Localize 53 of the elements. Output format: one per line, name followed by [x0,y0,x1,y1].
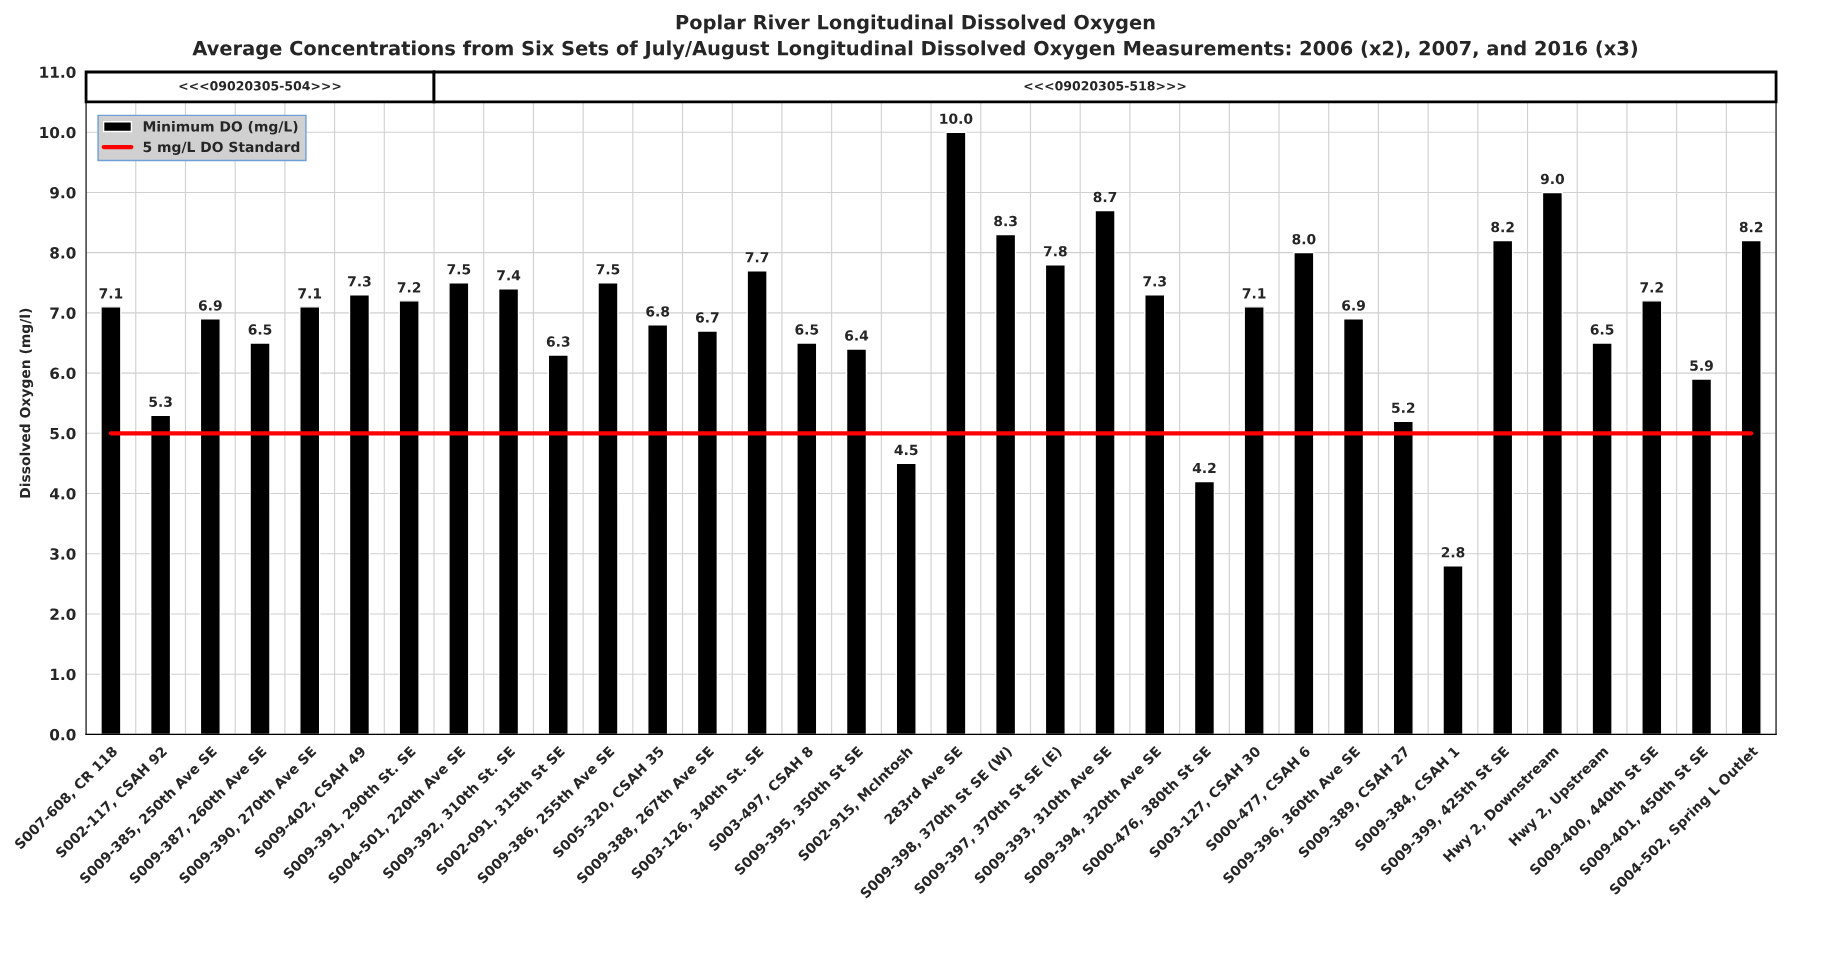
data-label: 6.9 [198,300,222,311]
data-label: 8.2 [1491,221,1514,233]
data-label: 7.1 [298,288,322,299]
data-label: 5.2 [1392,402,1415,414]
data-label: 7.2 [397,282,421,293]
y-tick-label: 10.0 [40,126,76,139]
y-tick-label: 2.0 [50,608,76,620]
data-label: 2.8 [1441,547,1465,558]
y-tick-label: 11.0 [40,66,76,79]
legend-label: 5 mg/L DO Standard [143,141,300,155]
data-label: 6.8 [646,306,670,317]
data-label: 8.3 [994,215,1017,227]
y-axis-title: Dissolved Oxygen (mg/l) [19,308,34,498]
data-label: 7.4 [497,270,521,281]
data-label: 6.3 [546,336,570,347]
y-tick-label: 1.0 [51,668,76,681]
data-label: 6.7 [695,312,719,323]
chart-subtitle: Average Concentrations from Six Sets of July/August Longitudinal Dissolved Oxygen Measurements: 2006 (x2), 2007, and 2016 (x3) [192,40,1638,60]
band-label: <<<09020305-518>>> [1024,81,1186,91]
y-tick-label: 7.0 [50,307,76,319]
data-label: 7.1 [1242,288,1266,299]
y-tick-label: 6.0 [50,367,76,380]
data-label: 6.5 [795,324,819,335]
y-tick-label: 8.0 [50,247,76,259]
data-label: 7.1 [99,288,123,299]
data-label: 5.9 [1690,360,1713,371]
data-label: 5.3 [149,396,172,407]
y-tick-label: 4.0 [49,487,76,500]
data-label: 9.0 [1540,173,1565,185]
data-label: 8.2 [1739,221,1763,233]
data-label: 8.0 [1292,233,1316,245]
chart-title: Poplar River Longitudinal Dissolved Oxygen [676,14,1155,34]
data-label: 4.2 [1192,462,1216,474]
data-label: 7.3 [1143,276,1166,287]
data-label: 10.0 [940,113,973,124]
y-tick-label: 0.0 [50,728,76,741]
data-label: 6.9 [1342,300,1365,311]
data-label: 7.7 [745,252,769,263]
legend-label: Minimum DO (mg/L) [143,120,298,135]
data-label: 6.4 [845,330,869,341]
data-label: 7.3 [348,276,371,287]
data-label: 4.5 [894,444,918,456]
data-label: 6.5 [248,324,272,335]
data-label: 7.2 [1640,282,1663,293]
data-label: 7.5 [447,264,471,275]
data-label: 7.5 [596,264,620,275]
y-tick-label: 9.0 [50,186,76,199]
band-label: <<<09020305-504>>> [179,81,341,91]
data-label: 8.7 [1093,191,1117,203]
data-label: 7.8 [1043,245,1067,257]
data-label: 6.5 [1590,324,1614,335]
y-tick-label: 5.0 [50,427,76,440]
y-tick-label: 3.0 [50,548,76,560]
